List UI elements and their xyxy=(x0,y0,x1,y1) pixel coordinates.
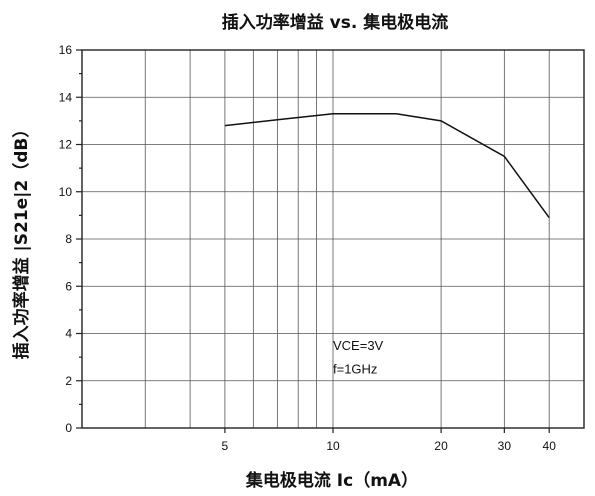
y-tick-labels: 0 2 4 6 8 10 12 14 16 xyxy=(59,43,73,435)
annotation-label: f=1GHz xyxy=(333,362,377,377)
x-tick-label: 30 xyxy=(498,439,512,453)
y-tick-label: 10 xyxy=(59,185,73,199)
x-tick-label: 20 xyxy=(434,439,448,453)
axis-ticks xyxy=(76,49,550,433)
annotation-label: VCE=3V xyxy=(333,338,384,353)
y-tick-label: 6 xyxy=(65,279,72,293)
y-tick-label: 8 xyxy=(65,232,72,246)
series-layer xyxy=(224,113,550,219)
y-tick-label: 14 xyxy=(59,90,73,104)
x-tick-label: 40 xyxy=(543,439,557,453)
x-tick-labels: 5 10 20 30 40 xyxy=(222,439,557,453)
y-tick-label: 2 xyxy=(65,374,72,388)
annotations: VCE=3V f=1GHz xyxy=(333,338,384,377)
x-tick-label: 5 xyxy=(222,439,229,453)
series-line xyxy=(224,113,550,219)
y-tick-label: 0 xyxy=(65,421,72,435)
chart-title: 插入功率增益 vs. 集电极电流 xyxy=(222,12,449,33)
x-axis-label: 集电极电流 Ic（mA） xyxy=(245,470,418,491)
y-tick-label: 12 xyxy=(59,138,73,152)
x-tick-label: 10 xyxy=(326,439,340,453)
y-axis-label: 插入功率增益 |S21e|2（dB） xyxy=(11,121,32,360)
y-tick-label: 16 xyxy=(59,43,73,57)
y-tick-label: 4 xyxy=(65,327,72,341)
